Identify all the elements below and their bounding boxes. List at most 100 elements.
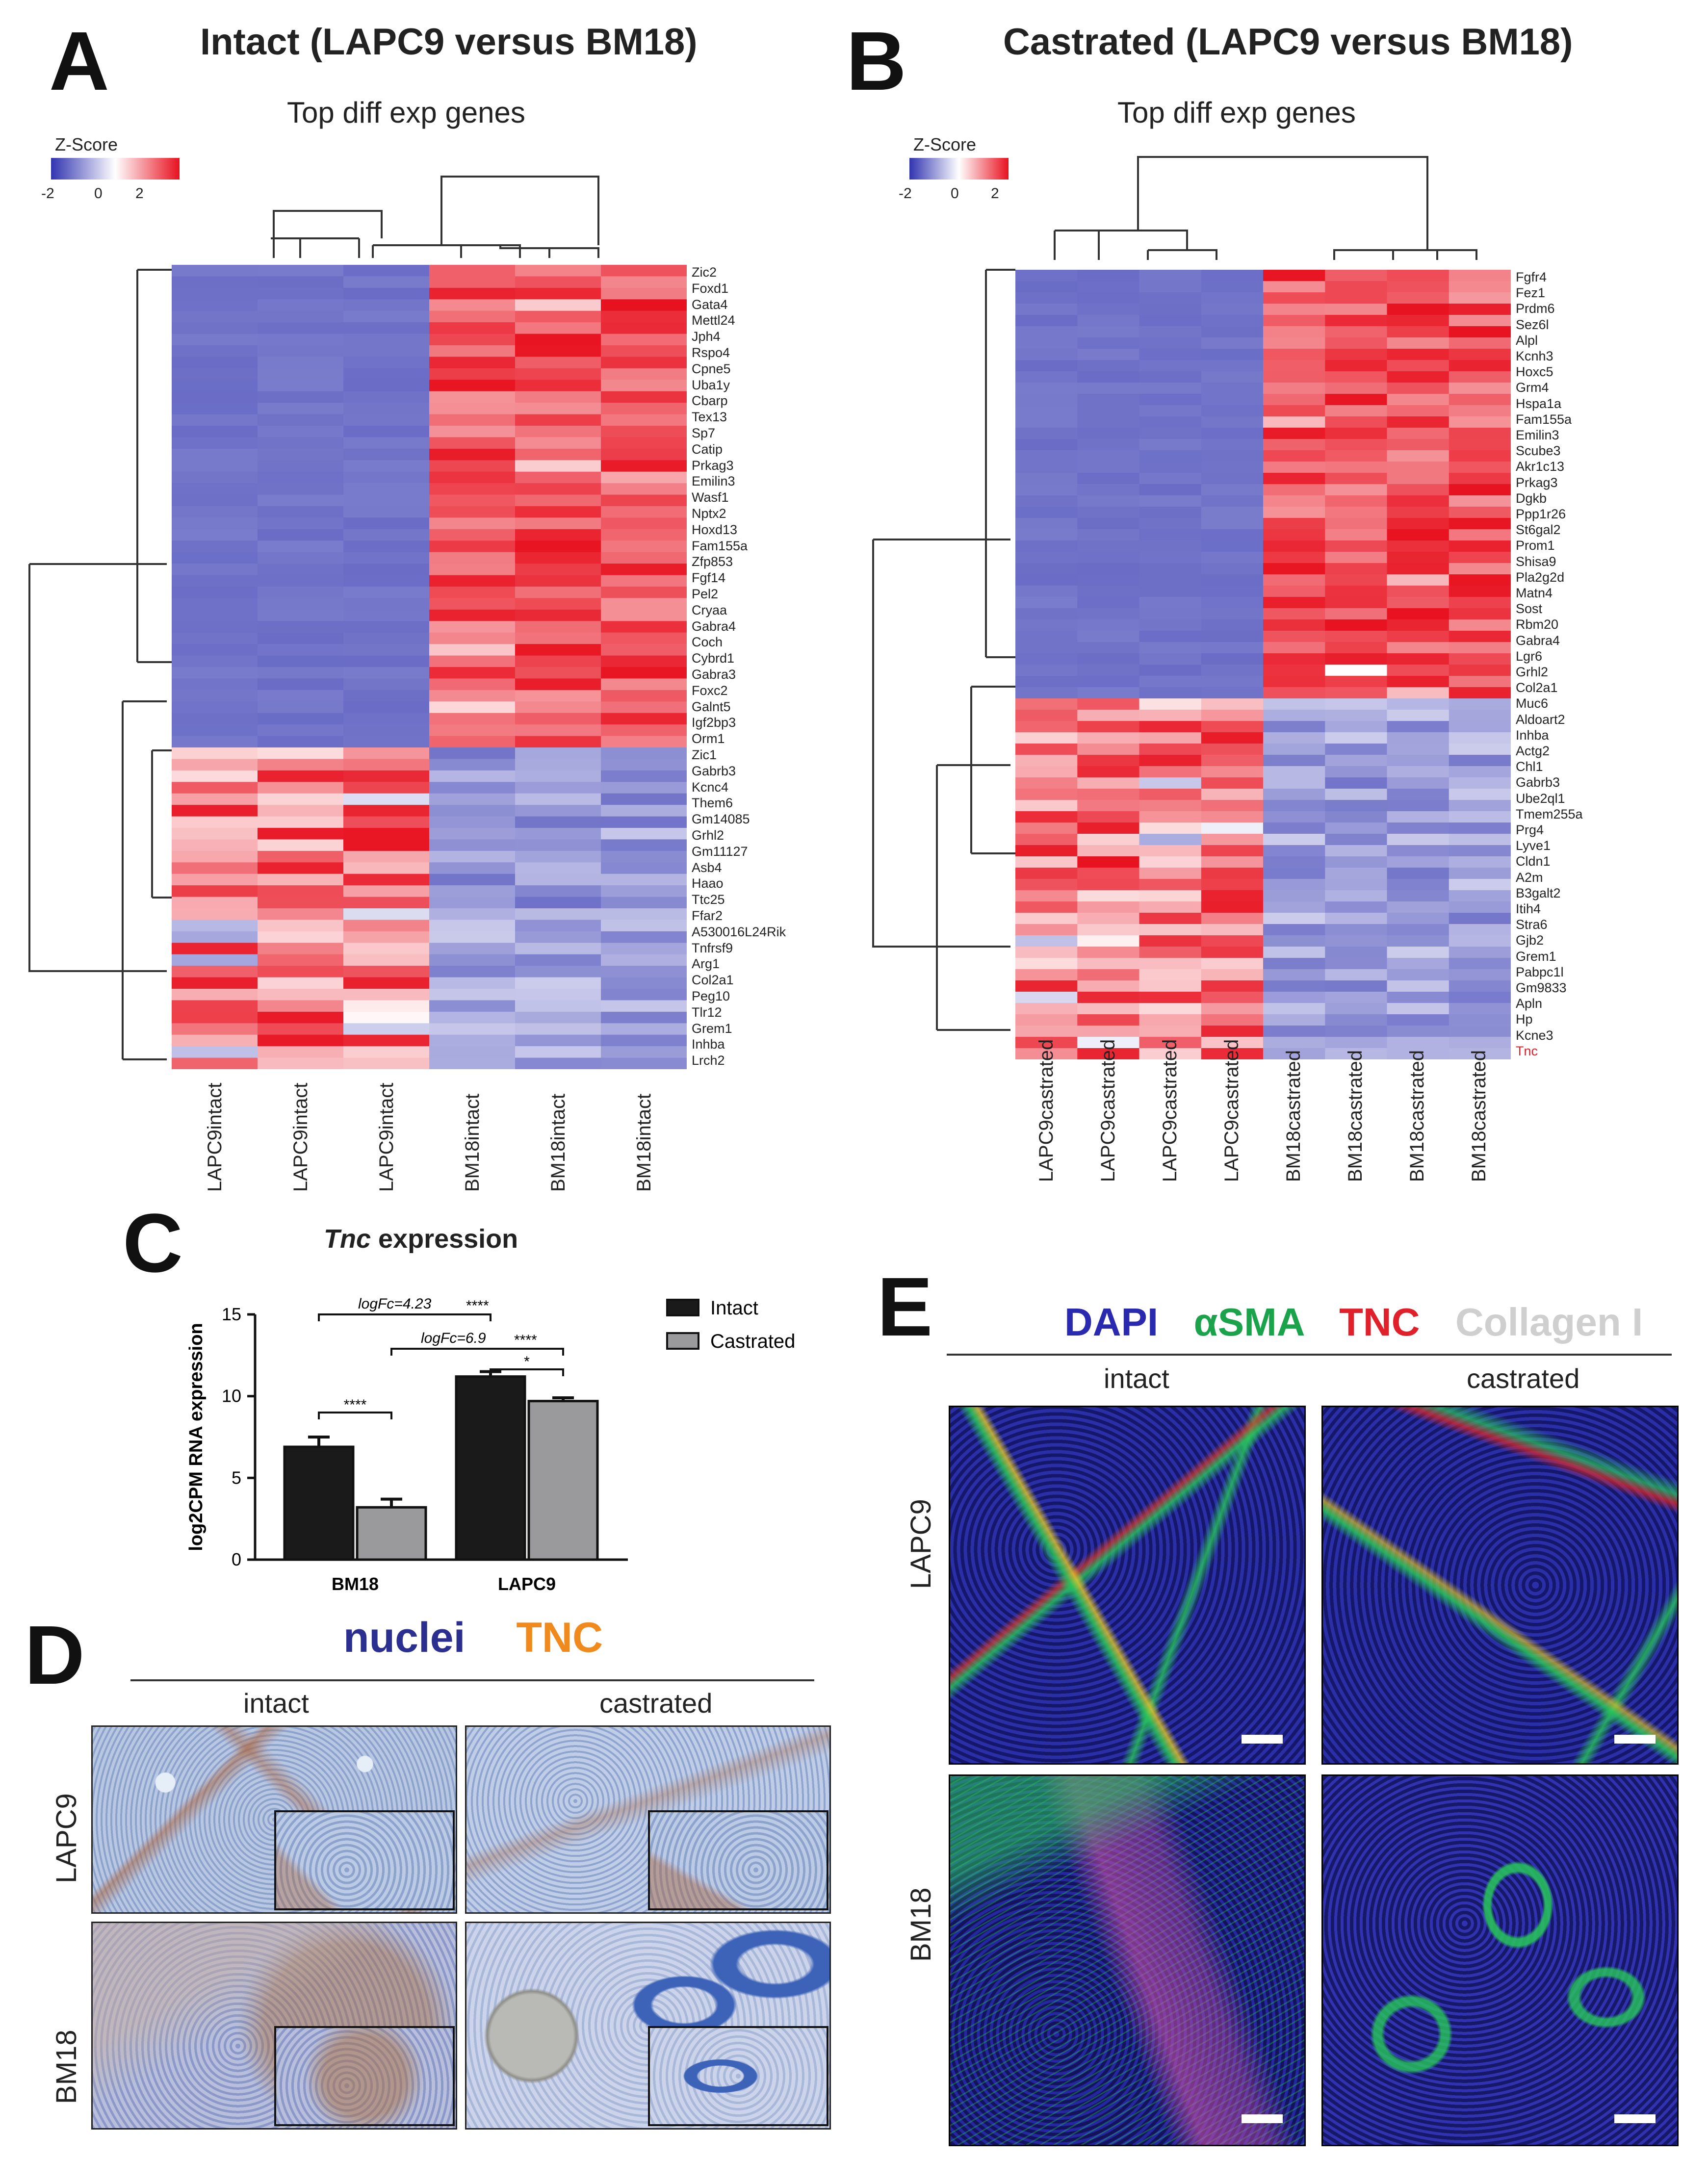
heatmap-cell	[1201, 574, 1264, 586]
heatmap-cell	[1139, 901, 1202, 913]
heatmap-cell	[1449, 868, 1511, 879]
gene-label: Pla2g2d	[1516, 569, 1565, 585]
heatmap-cell	[515, 310, 601, 323]
heatmap-cell	[1449, 856, 1511, 868]
heatmap-cell	[343, 954, 430, 966]
heatmap-cell	[1263, 721, 1325, 733]
legend-dapi: DAPI	[1064, 1300, 1159, 1344]
heatmap-cell	[172, 540, 258, 553]
heatmap-cell	[601, 287, 687, 300]
heatmap-cell	[429, 885, 516, 898]
heatmap-cell	[601, 943, 687, 955]
heatmap-cell	[1201, 529, 1264, 541]
heatmap-cell	[515, 839, 601, 851]
heatmap-cell	[601, 713, 687, 725]
heatmap-cell	[258, 1000, 344, 1012]
heatmap-cell	[1449, 834, 1511, 846]
heatmap-cell	[429, 1034, 516, 1047]
heatmap-cell	[601, 701, 687, 714]
heatmap-cell	[258, 506, 344, 518]
gene-label: Cbarp	[692, 393, 728, 409]
heatmap-cell	[1387, 281, 1449, 293]
heatmap-cell	[1325, 1003, 1388, 1015]
heatmap-cell	[1015, 1014, 1078, 1026]
heatmap-cell	[601, 667, 687, 679]
heatmap-cell	[258, 977, 344, 989]
heatmap-cell	[343, 494, 430, 507]
heatmap-cell	[1139, 868, 1202, 879]
heatmap-cell	[1201, 755, 1264, 767]
heatmap-cell	[1015, 473, 1078, 485]
heatmap-cell	[1015, 856, 1078, 868]
heatmap-cell	[1201, 879, 1264, 891]
heatmap-cell	[1449, 473, 1511, 485]
heatmap-cell	[1263, 574, 1325, 586]
heatmap-cell	[172, 310, 258, 323]
heatmap-cell	[1015, 326, 1078, 338]
heatmap-cell	[343, 713, 430, 725]
heatmap-cell	[601, 920, 687, 932]
legend-tnc: TNC	[1339, 1300, 1420, 1344]
heatmap-cell	[172, 782, 258, 794]
heatmap-cell	[258, 667, 344, 679]
gene-label: Wasf1	[692, 490, 729, 505]
heatmap-cell	[1077, 744, 1140, 755]
zscore-title: Z-Score	[913, 134, 977, 154]
heatmap-cell	[515, 598, 601, 610]
heatmap-cell	[172, 966, 258, 978]
gene-label: Coch	[692, 635, 723, 650]
heatmap-cell	[1201, 484, 1264, 496]
heatmap-cell	[172, 517, 258, 530]
gene-label: Kcne3	[1516, 1028, 1553, 1043]
heatmap-cell	[429, 678, 516, 691]
heatmap-cell	[1015, 834, 1078, 846]
heatmap-cell	[1015, 676, 1078, 688]
heatmap-cell	[258, 850, 344, 863]
heatmap-cell	[172, 655, 258, 668]
heatmap-cell	[515, 448, 601, 461]
gene-label: Sost	[1516, 601, 1543, 617]
heatmap-cell	[172, 713, 258, 725]
heatmap-cell	[1387, 349, 1449, 360]
heatmap-cell	[1139, 383, 1202, 394]
heatmap-cell	[1139, 721, 1202, 733]
gene-label: Col2a1	[1516, 680, 1558, 695]
heatmap-cell	[1387, 574, 1449, 586]
annotation-logfc: logFc=4.23	[358, 1296, 432, 1312]
if-lapc9-castrated-image	[1321, 1406, 1679, 1765]
heatmap-cell	[258, 828, 344, 840]
heatmap-cell	[1201, 507, 1264, 518]
heatmap-cell	[601, 1057, 687, 1069]
heatmap-cell	[1201, 890, 1264, 902]
heatmap-cell	[1201, 913, 1264, 925]
heatmap-cell	[1201, 586, 1264, 597]
gene-label: Tex13	[692, 410, 727, 425]
heatmap-cell	[1325, 383, 1388, 394]
heatmap-cell	[172, 977, 258, 989]
heatmap-cell	[343, 690, 430, 702]
heatmap-cell	[1077, 428, 1140, 439]
heatmap-cell	[1139, 552, 1202, 564]
heatmap-cell	[1015, 958, 1078, 970]
heatmap-cell	[172, 529, 258, 541]
gene-label: Hp	[1516, 1012, 1533, 1027]
heatmap-cell	[515, 943, 601, 955]
heatmap-cell	[1263, 462, 1325, 473]
heatmap-cell	[515, 713, 601, 725]
heatmap-cell	[601, 345, 687, 357]
sample-column-label: BM18castrated	[1283, 1050, 1304, 1182]
heatmap-cell	[429, 621, 516, 633]
heatmap-cell	[1387, 935, 1449, 947]
heatmap-cell	[1015, 992, 1078, 1003]
bar	[527, 1400, 599, 1561]
heatmap-cell	[1077, 270, 1140, 282]
heatmap-cell	[172, 506, 258, 518]
heatmap-cell	[1201, 766, 1264, 778]
heatmap-cell	[258, 724, 344, 737]
heatmap-cell	[1201, 901, 1264, 913]
heatmap-cell	[172, 265, 258, 277]
heatmap-cell	[1387, 439, 1449, 451]
heatmap-cell	[1387, 270, 1449, 282]
heatmap-cell	[1015, 980, 1078, 992]
heatmap-cell	[258, 517, 344, 530]
